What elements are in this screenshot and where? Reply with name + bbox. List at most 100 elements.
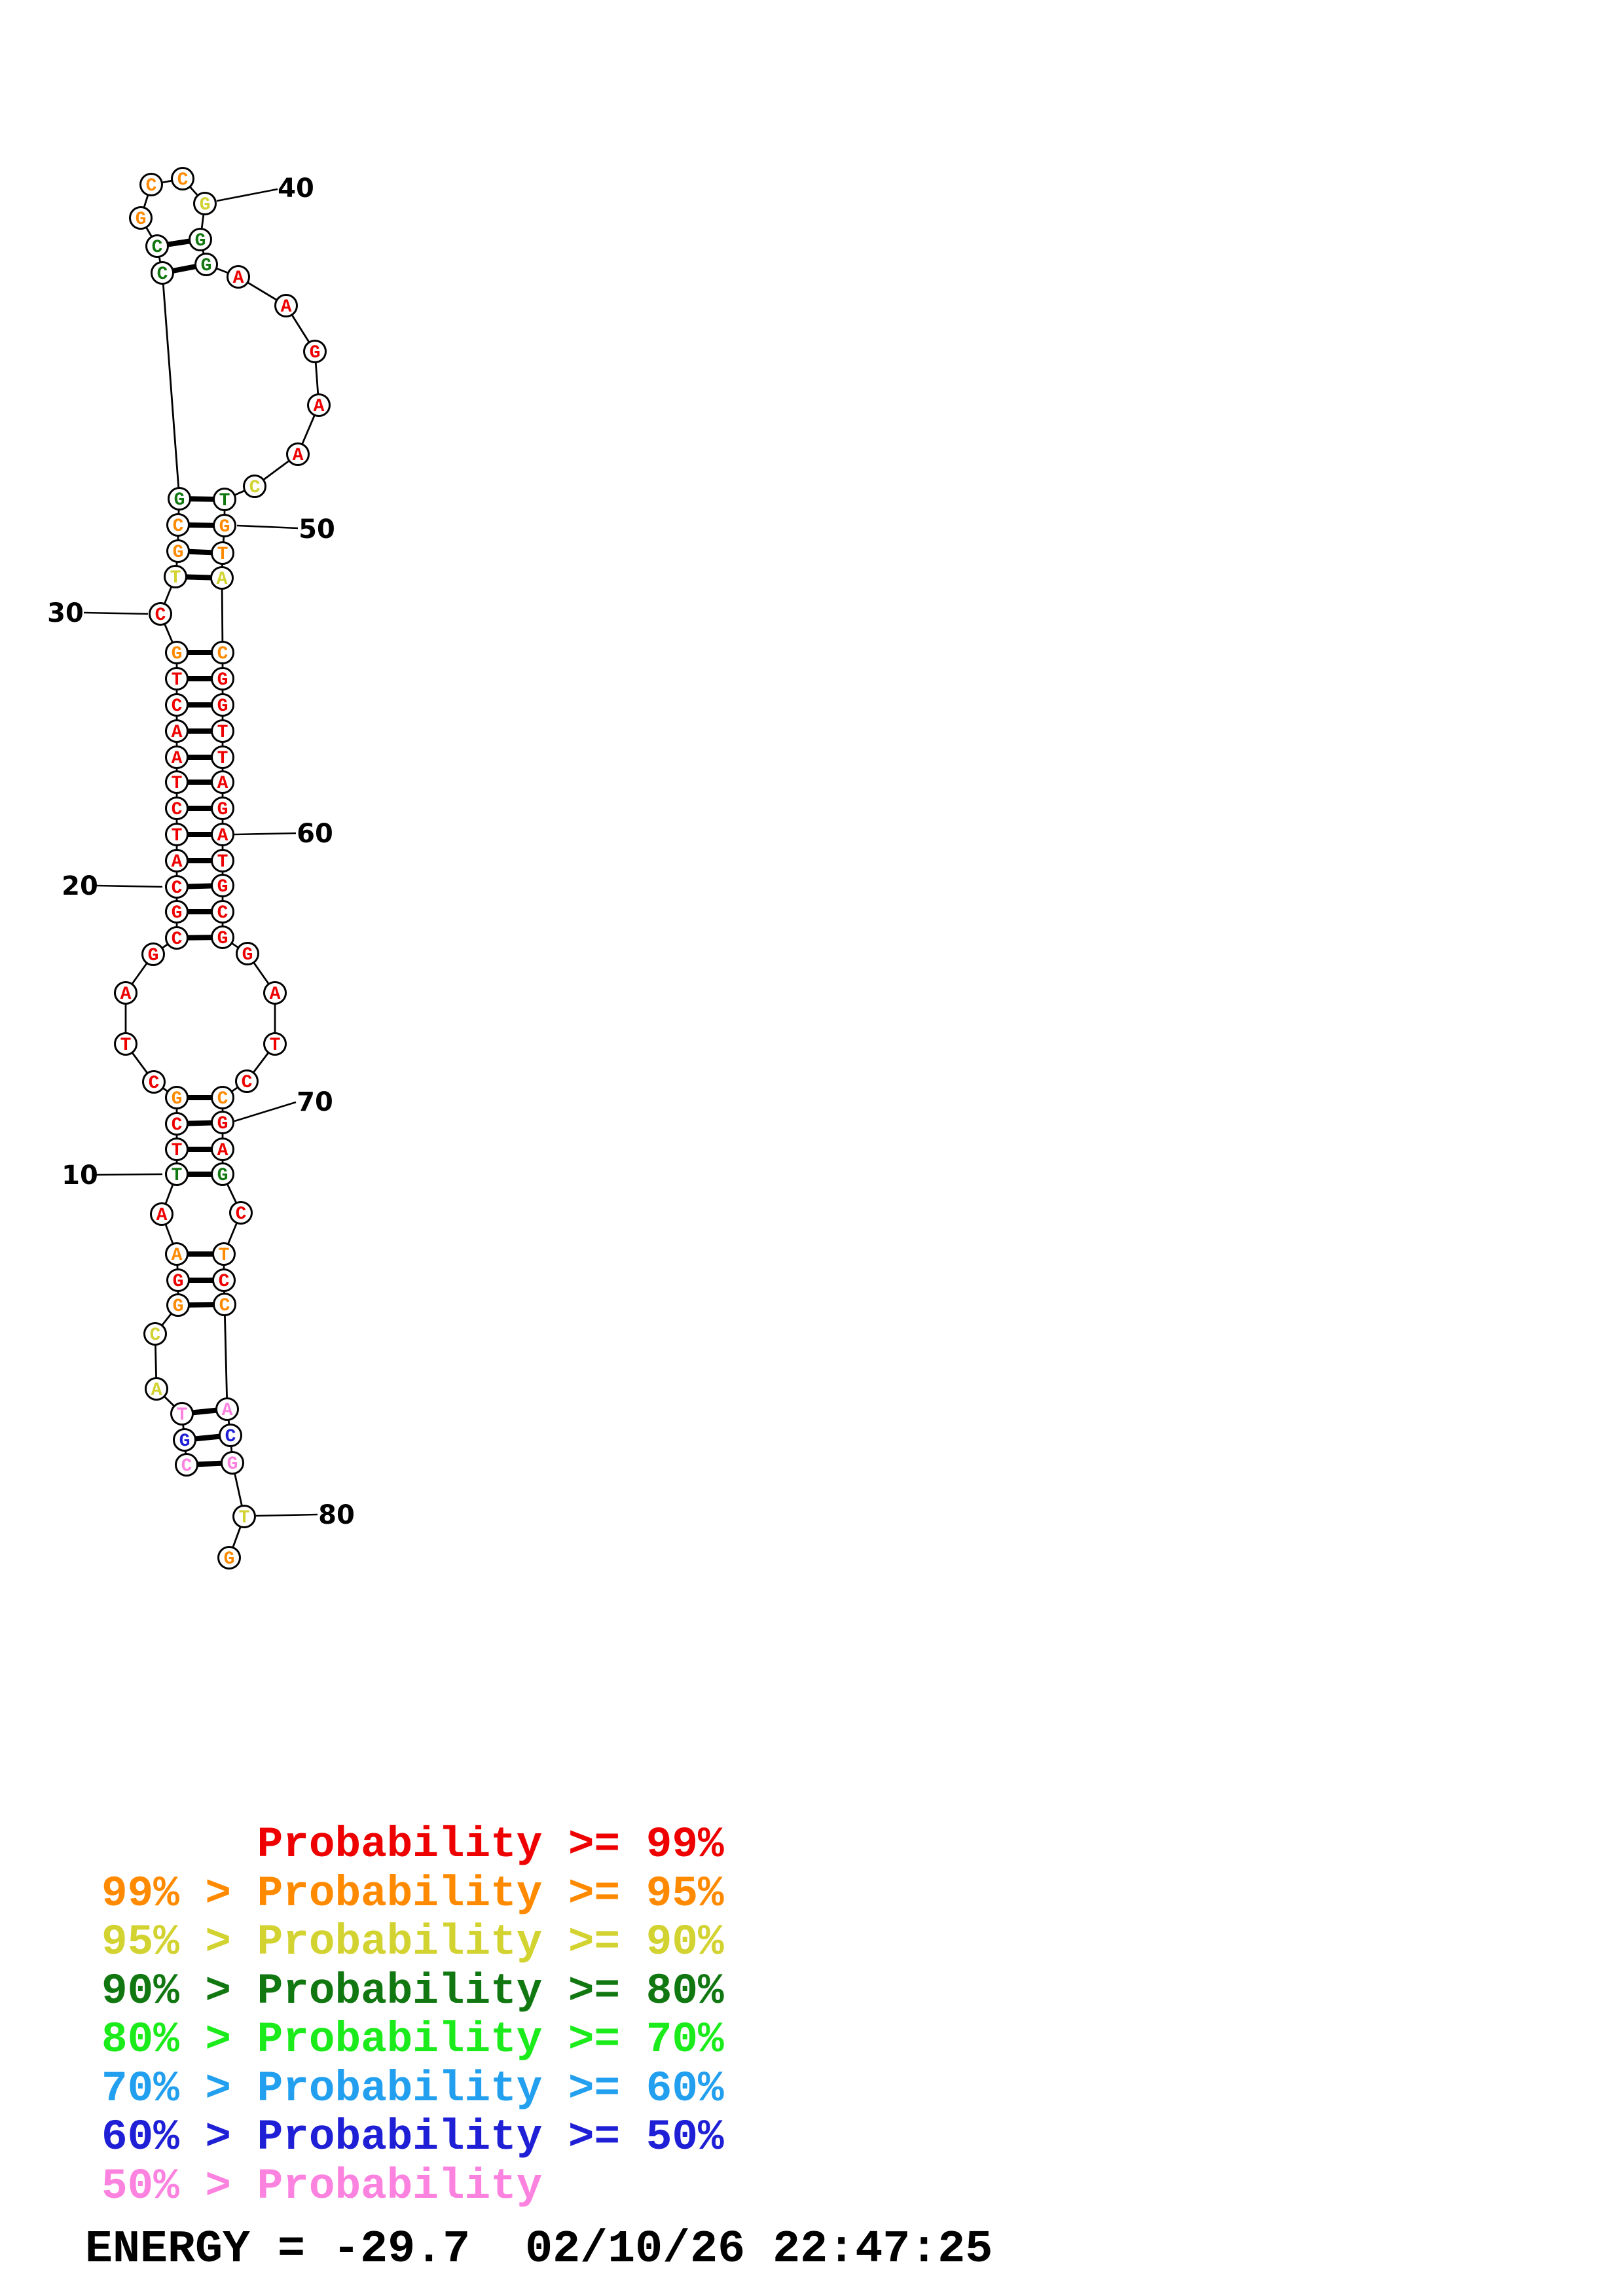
number-label-line — [234, 832, 297, 836]
nucleotide-base-50: G — [219, 517, 230, 537]
nucleotide-base-40: G — [200, 195, 211, 215]
nucleotide-circle-47 — [286, 442, 310, 466]
position-label-40: 40 — [278, 173, 314, 204]
nucleotide-circle-40 — [193, 192, 217, 215]
nucleotide-circle-64 — [211, 925, 234, 949]
nucleotide-base-33: C — [173, 516, 184, 537]
nucleotide-base-55: G — [217, 696, 228, 717]
nucleotide-base-62: G — [217, 877, 228, 897]
nucleotide-circle-59 — [211, 797, 234, 820]
nucleotide-circle-73 — [229, 1201, 253, 1225]
nucleotide-circle-53 — [211, 641, 234, 664]
legend-row-1: 99% > Probability >= 95% — [101, 1869, 724, 1918]
nucleotide-base-26: A — [172, 723, 183, 743]
nucleotide-circle-66 — [263, 981, 287, 1005]
nucleotide-base-66: A — [270, 984, 281, 1005]
nucleotide-circle-78 — [219, 1424, 242, 1447]
nucleotide-base-71: A — [217, 1141, 228, 1161]
nucleotide-base-74: T — [219, 1246, 230, 1266]
number-label-line — [234, 1101, 297, 1122]
nucleotide-base-35: C — [157, 264, 168, 285]
nucleotide-circle-72 — [211, 1162, 234, 1186]
nucleotide-base-6: G — [173, 1297, 184, 1317]
nucleotide-base-79: G — [227, 1454, 238, 1475]
legend-row-2: 95% > Probability >= 90% — [101, 1918, 724, 1967]
nucleotide-circle-44 — [274, 294, 298, 317]
nucleotide-circle-77 — [215, 1397, 239, 1421]
nucleotide-circle-37 — [129, 206, 153, 230]
position-label-50: 50 — [299, 514, 335, 545]
nucleotide-base-18: C — [172, 929, 183, 950]
nucleotide-base-77: A — [222, 1401, 233, 1421]
nucleotide-circle-15 — [114, 1032, 137, 1056]
nucleotide-circle-62 — [211, 874, 234, 897]
position-label-20: 20 — [62, 871, 98, 901]
nucleotide-circle-12 — [165, 1112, 189, 1136]
nucleotide-base-22: T — [172, 826, 183, 846]
number-label-line — [83, 611, 149, 615]
position-label-60: 60 — [297, 819, 333, 849]
nucleotide-circle-56 — [211, 719, 234, 743]
nucleotide-circle-22 — [165, 823, 189, 846]
nucleotide-circle-52 — [210, 566, 234, 590]
legend-row-0: Probability >= 99% — [101, 1820, 724, 1869]
nucleotide-base-7: G — [173, 1272, 184, 1292]
backbone-link — [161, 272, 181, 499]
nucleotide-base-11: T — [172, 1141, 183, 1161]
nucleotide-circle-19 — [165, 900, 189, 924]
nucleotide-circle-31 — [164, 565, 187, 588]
nucleotide-circle-24 — [165, 770, 189, 794]
nucleotide-circle-39 — [171, 167, 194, 190]
nucleotide-circle-20 — [165, 875, 189, 899]
nucleotide-base-27: C — [172, 696, 183, 717]
nucleotide-base-48: C — [249, 478, 261, 498]
backbone-link — [221, 577, 224, 653]
nucleotide-base-15: T — [120, 1035, 132, 1056]
nucleotide-base-2: G — [179, 1431, 191, 1452]
nucleotide-base-28: T — [172, 670, 183, 691]
number-labels: 10 20 30 40 50 60 70 80 — [47, 173, 355, 1530]
nucleotide-circle-48 — [243, 475, 266, 498]
nucleotide-circle-9 — [150, 1202, 173, 1226]
nucleotide-circle-67 — [263, 1032, 287, 1056]
nucleotide-base-52: A — [217, 569, 228, 590]
nucleotide-circle-38 — [139, 173, 163, 196]
nucleotide-circle-8 — [165, 1242, 189, 1266]
nucleotide-base-69: C — [217, 1089, 228, 1109]
nucleotide-circle-57 — [211, 745, 234, 769]
nucleotide-base-41: G — [195, 231, 206, 251]
nucleotide-circle-60 — [211, 823, 234, 846]
nucleotide-base-64: G — [217, 929, 228, 949]
nucleotide-circle-51 — [211, 541, 234, 565]
nucleotide-base-14: C — [149, 1073, 160, 1094]
nucleotide-base-37: G — [136, 209, 147, 230]
nucleotide-base-30: C — [155, 605, 166, 626]
nucleotide-circle-4 — [145, 1377, 168, 1401]
legend-row-4: 80% > Probability >= 70% — [101, 2015, 724, 2064]
nucleotide-circle-70 — [211, 1111, 234, 1134]
position-label-70: 70 — [297, 1087, 333, 1117]
legend-row-3: 90% > Probability >= 80% — [101, 1966, 724, 2016]
nucleotide-circle-49 — [213, 488, 236, 511]
nucleotide-circle-27 — [165, 693, 189, 717]
nucleotide-base-8: A — [172, 1246, 183, 1266]
nucleotide-circle-41 — [189, 228, 212, 251]
nucleotide-circle-5 — [143, 1322, 167, 1346]
nucleotide-base-43: A — [233, 268, 244, 289]
nucleotide-circle-75 — [212, 1268, 236, 1292]
nucleotide-base-70: G — [217, 1114, 228, 1134]
probability-legend: Probability >= 99% 99% > Probability >= 9… — [101, 1820, 724, 2211]
nucleotide-circle-63 — [211, 900, 234, 924]
legend-row-6: 60% > Probability >= 50% — [101, 2113, 724, 2162]
position-label-80: 80 — [318, 1500, 355, 1530]
nucleotide-circle-50 — [213, 514, 236, 537]
nucleotide-circle-54 — [211, 667, 234, 691]
nucleotide-circle-3 — [170, 1402, 194, 1426]
nucleotide-base-39: C — [177, 170, 189, 190]
nucleotide-circle-2 — [173, 1428, 196, 1452]
nucleotide-circle-7 — [166, 1268, 190, 1292]
nucleotide-circle-11 — [165, 1138, 189, 1161]
nucleotide-base-58: A — [217, 774, 228, 794]
